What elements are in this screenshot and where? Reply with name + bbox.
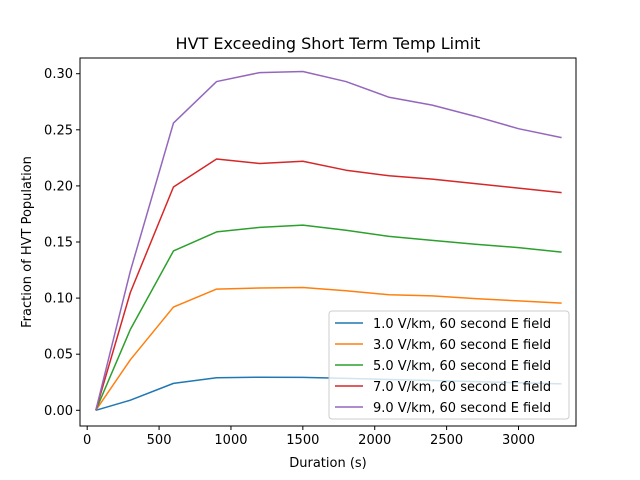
y-tick-label: 0.30 <box>44 67 73 82</box>
y-axis-label: Fraction of HVT Population <box>20 156 35 328</box>
y-tick-label: 0.25 <box>44 123 73 138</box>
x-axis-ticks: 0 500 1000 1500 2000 2500 3000 <box>83 426 535 448</box>
legend-label: 9.0 V/km, 60 second E field <box>373 401 551 416</box>
x-tick-label: 1000 <box>214 433 247 448</box>
series-line-4 <box>95 158 562 411</box>
y-tick-label: 0.05 <box>44 348 73 363</box>
chart-title: HVT Exceeding Short Term Temp Limit <box>176 34 481 53</box>
y-axis-ticks: 0.00 0.05 0.10 0.15 0.20 0.25 0.30 <box>44 67 80 419</box>
x-tick-label: 500 <box>147 433 172 448</box>
x-axis-label: Duration (s) <box>289 456 367 471</box>
y-tick-label: 0.00 <box>44 404 73 419</box>
y-tick-label: 0.20 <box>44 179 73 194</box>
y-tick-label: 0.10 <box>44 292 73 307</box>
plot-lines <box>95 70 562 412</box>
legend-label: 3.0 V/km, 60 second E field <box>373 338 551 353</box>
legend-label: 5.0 V/km, 60 second E field <box>373 359 551 374</box>
x-tick-label: 1500 <box>286 433 319 448</box>
series-line-5 <box>95 70 562 411</box>
legend-label: 1.0 V/km, 60 second E field <box>373 317 551 332</box>
series-line-3 <box>95 224 562 411</box>
legend-label: 7.0 V/km, 60 second E field <box>373 380 551 395</box>
x-tick-label: 3000 <box>502 433 535 448</box>
x-tick-label: 2000 <box>358 433 391 448</box>
legend: 1.0 V/km, 60 second E field 3.0 V/km, 60 … <box>328 310 570 420</box>
x-tick-label: 0 <box>83 433 91 448</box>
legend-box <box>328 310 570 420</box>
y-tick-label: 0.15 <box>44 236 73 251</box>
series-line-2 <box>95 286 562 411</box>
x-tick-label: 2500 <box>430 433 463 448</box>
